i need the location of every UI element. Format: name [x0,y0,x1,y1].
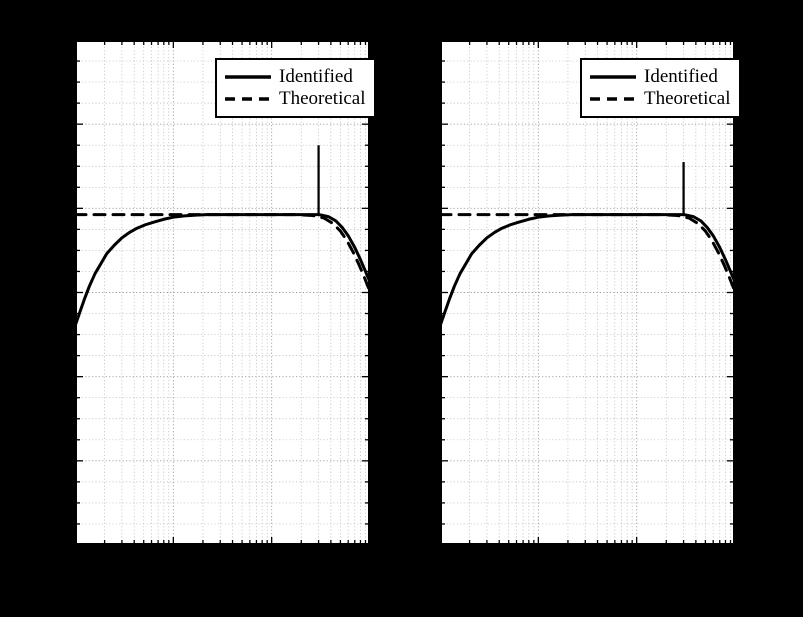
series-identified [75,215,370,327]
legend-label-identified: Identified [644,66,718,88]
series-left [75,145,370,326]
series-right [440,162,735,326]
legend-right: Identified Theoretical [580,58,741,118]
legend-item-identified: Identified [225,66,366,88]
legend-label-theoretical: Theoretical [279,88,366,110]
legend-label-identified: Identified [279,66,353,88]
legend-label-theoretical: Theoretical [644,88,731,110]
series-identified [440,215,735,327]
series-theoretical [440,215,735,292]
legend-swatch-identified [590,67,636,87]
series-theoretical [75,215,370,292]
legend-item-theoretical: Theoretical [225,88,366,110]
legend-left: Identified Theoretical [215,58,376,118]
legend-item-theoretical: Theoretical [590,88,731,110]
legend-item-identified: Identified [590,66,731,88]
figure-root: Identified Theoretical Identified Theore… [0,0,803,617]
legend-swatch-theoretical [225,89,271,109]
legend-swatch-identified [225,67,271,87]
legend-swatch-theoretical [590,89,636,109]
